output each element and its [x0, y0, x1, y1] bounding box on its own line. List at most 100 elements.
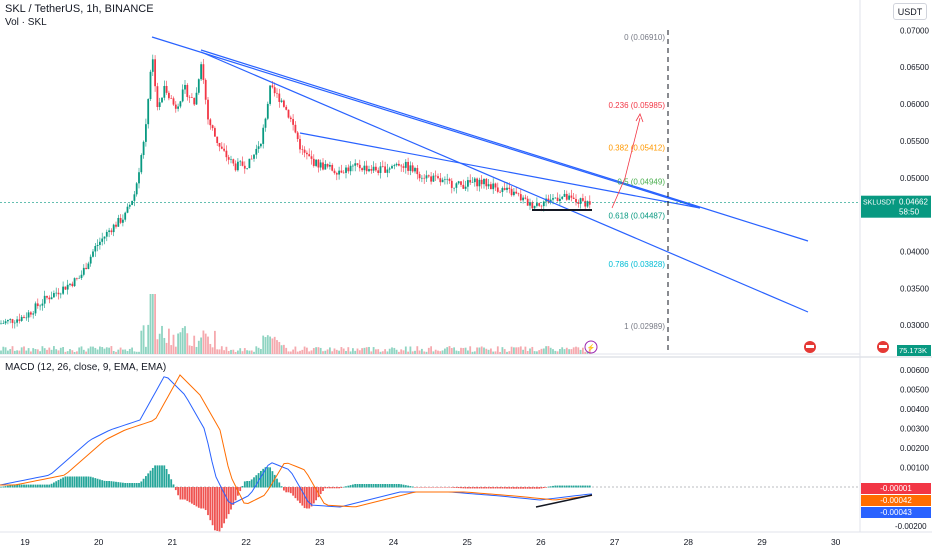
- volume-bar: [331, 351, 334, 354]
- fib-level-label[interactable]: 1 (0.02989): [624, 322, 665, 331]
- macd-histogram-bar: [393, 484, 396, 488]
- volume-bar: [174, 346, 177, 354]
- fib-level-label[interactable]: 0 (0.06910): [624, 33, 665, 42]
- macd-histogram-bar: [36, 484, 39, 488]
- candle: [214, 128, 216, 137]
- trend-line[interactable]: [200, 49, 809, 242]
- macd-tick-label: 0.00400: [900, 405, 929, 414]
- volume-bar: [568, 349, 570, 354]
- macd-histogram-bar: [92, 477, 94, 488]
- candle: [519, 194, 522, 201]
- price-tick-label: 0.05000: [900, 174, 929, 183]
- macd-histogram-bar: [565, 485, 568, 488]
- volume-bar: [299, 350, 301, 354]
- macd-histogram-bar: [76, 476, 78, 488]
- volume-bar: [411, 351, 414, 354]
- trend-line[interactable]: [299, 132, 701, 209]
- macd-histogram-bar: [552, 485, 554, 488]
- macd-badge-value: -0.00001: [880, 484, 912, 493]
- macd-histogram-bar: [214, 487, 216, 531]
- macd-histogram-bar: [191, 487, 193, 504]
- fib-level-label[interactable]: 0.382 (0.05412): [609, 143, 666, 152]
- candle: [457, 181, 460, 184]
- macd-histogram-bar: [105, 481, 108, 488]
- projection-arrow[interactable]: [611, 117, 641, 209]
- candle: [292, 119, 294, 125]
- volume-bar: [487, 349, 490, 354]
- volume-bar: [402, 350, 405, 354]
- candle: [565, 193, 568, 200]
- fib-level-label[interactable]: 0.786 (0.03828): [609, 260, 666, 269]
- macd-badge: [861, 483, 931, 494]
- macd-histogram-bar: [331, 487, 334, 489]
- volume-bar: [292, 349, 294, 354]
- macd-histogram-bar: [59, 478, 62, 488]
- candle: [39, 305, 41, 307]
- candle: [345, 167, 347, 173]
- candle: [476, 178, 478, 187]
- volume-bar: [149, 294, 152, 354]
- currency-button[interactable]: USDT: [893, 3, 927, 20]
- volume-bar: [538, 350, 541, 354]
- candle: [363, 165, 366, 171]
- fib-level-label[interactable]: 0.236 (0.05985): [609, 101, 666, 110]
- macd-histogram-bar: [503, 487, 506, 489]
- trend-line[interactable]: [200, 51, 809, 313]
- candle: [41, 303, 44, 306]
- volume-bar: [211, 347, 214, 354]
- volume-bar: [531, 346, 534, 354]
- macd-histogram-bar: [124, 483, 127, 488]
- macd-histogram-bar: [248, 481, 251, 488]
- volume-bar: [483, 347, 485, 354]
- volume-bar: [549, 347, 552, 354]
- volume-bar: [579, 349, 582, 354]
- candle: [135, 183, 138, 195]
- candle: [89, 256, 92, 264]
- divergence-line[interactable]: [535, 494, 593, 508]
- candle: [50, 297, 53, 300]
- macd-histogram-bar: [202, 487, 205, 509]
- candle: [303, 149, 306, 153]
- macd-histogram-bar: [209, 487, 212, 521]
- volume-bar: [354, 350, 357, 354]
- volume-bar: [39, 351, 41, 354]
- candle: [496, 187, 499, 192]
- trend-line[interactable]: [151, 36, 701, 209]
- candle: [276, 93, 278, 94]
- macd-histogram-bar: [545, 487, 547, 488]
- macd-histogram-bar: [243, 481, 246, 488]
- candle: [234, 163, 237, 171]
- macd-histogram-bar: [421, 487, 423, 488]
- volume-bar: [41, 346, 44, 354]
- volume-bar: [393, 347, 396, 354]
- macd-histogram-bar: [299, 487, 301, 504]
- time-tick-label: 30: [831, 537, 841, 547]
- candle: [30, 312, 32, 315]
- macd-histogram-bar: [398, 484, 400, 488]
- fib-level-label[interactable]: 0.618 (0.04487): [609, 212, 666, 221]
- macd-histogram-bar: [487, 487, 490, 489]
- candle: [554, 197, 557, 199]
- candle: [315, 159, 317, 166]
- symbol-title[interactable]: SKL / TetherUS, 1h, BINANCE: [5, 3, 154, 15]
- volume-bar: [444, 348, 446, 354]
- volume-bar: [227, 350, 230, 354]
- volume-bar: [243, 348, 246, 354]
- fib-level-label[interactable]: 0.5 (0.04949): [617, 178, 665, 187]
- candle: [158, 102, 161, 108]
- candle: [515, 191, 518, 194]
- macd-histogram-bar: [462, 487, 465, 489]
- volume-bar: [547, 346, 550, 354]
- macd-histogram-bar: [255, 475, 258, 488]
- volume-bar: [455, 350, 458, 354]
- macd-legend[interactable]: MACD (12, 26, close, 9, EMA, EMA): [5, 362, 167, 373]
- volume-bar: [588, 348, 591, 354]
- lightning-icon[interactable]: [584, 340, 598, 354]
- candle: [483, 178, 485, 185]
- candle: [161, 97, 163, 103]
- volume-legend[interactable]: Vol · SKL: [5, 17, 47, 28]
- volume-bar: [280, 345, 283, 354]
- candle: [375, 166, 377, 171]
- volume-bar: [16, 350, 18, 354]
